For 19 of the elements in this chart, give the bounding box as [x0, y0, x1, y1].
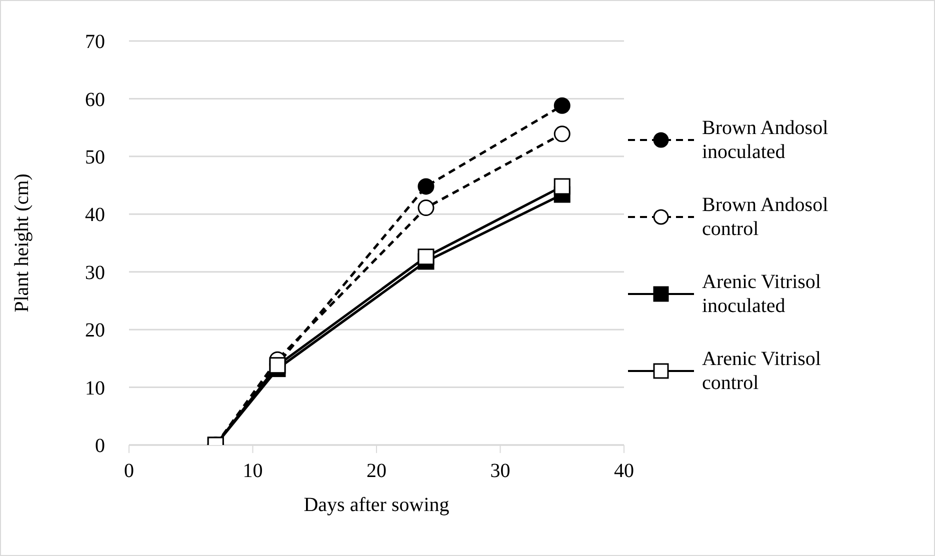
y-tick-label: 0	[95, 435, 105, 458]
x-tick-label: 10	[242, 460, 263, 482]
legend-label: Brown Andosol control	[702, 192, 830, 240]
x-tick-label: 20	[366, 460, 386, 482]
y-tick-label: 30	[85, 262, 105, 284]
y-tick-label: 70	[85, 31, 105, 54]
y-tick-label: 50	[85, 146, 105, 169]
legend-label: Arenic Vitrisol inoculated	[702, 270, 822, 318]
y-tick-label: 10	[85, 377, 105, 400]
x-axis-title: Days after sowing	[304, 494, 450, 516]
x-tick-label: 30	[490, 460, 510, 482]
y-tick-label: 60	[85, 88, 105, 111]
y-tick-label: 40	[85, 204, 105, 226]
y-tick-label: 20	[85, 320, 105, 342]
legend-label: Arenic Vitrisol control	[702, 346, 822, 394]
legend-label: Brown Andosol inoculated	[702, 116, 830, 164]
x-tick-label: 40	[614, 460, 634, 482]
y-axis-title: Plant height (cm)	[11, 174, 34, 312]
x-tick-label: 0	[124, 460, 134, 482]
